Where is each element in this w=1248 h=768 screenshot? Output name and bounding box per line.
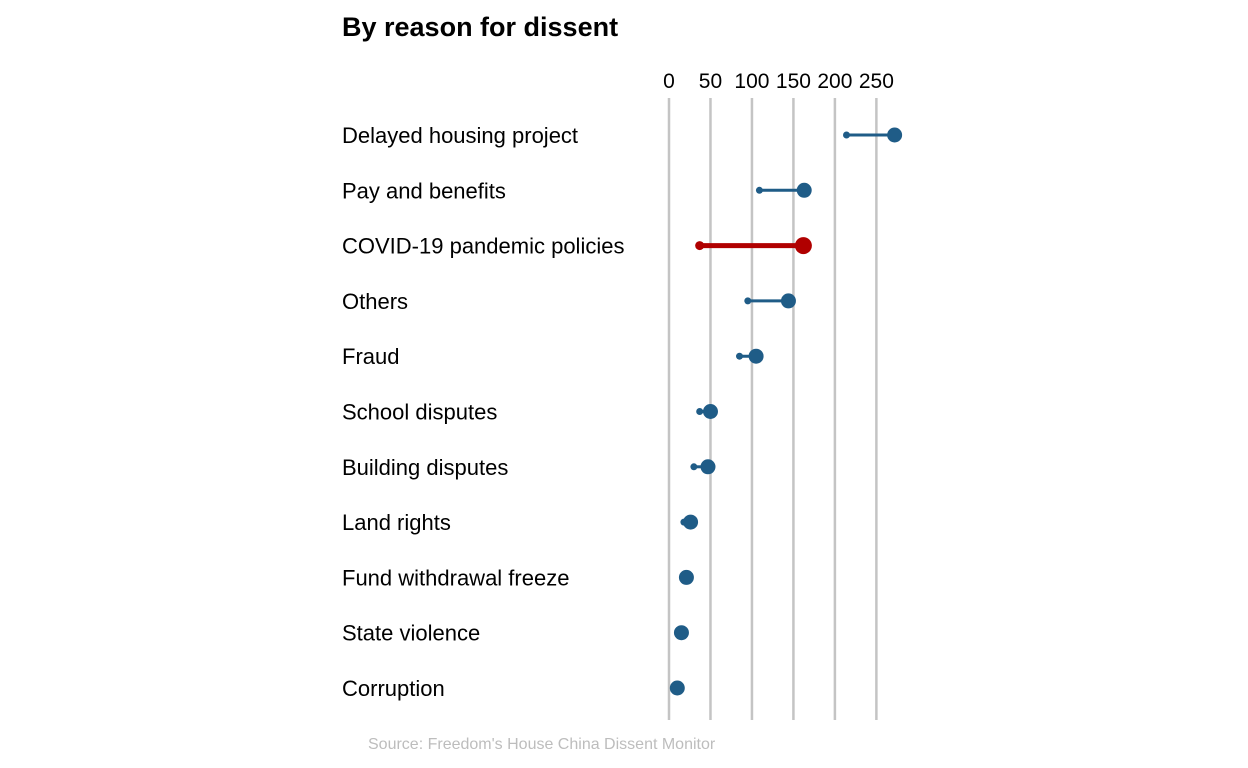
chart-title: By reason for dissent bbox=[342, 12, 618, 42]
category-label: Pay and benefits bbox=[342, 178, 506, 203]
small-point bbox=[744, 297, 752, 305]
large-point bbox=[700, 459, 716, 475]
x-tick-label: 50 bbox=[699, 70, 722, 93]
source-note: Source: Freedom's House China Dissent Mo… bbox=[368, 736, 716, 753]
large-point bbox=[748, 348, 764, 364]
x-tick-label: 100 bbox=[734, 70, 769, 93]
category-label: Corruption bbox=[342, 676, 445, 701]
category-label: Land rights bbox=[342, 510, 451, 535]
small-point bbox=[755, 186, 763, 194]
small-point bbox=[843, 131, 851, 139]
large-point bbox=[780, 293, 796, 309]
x-tick-label: 250 bbox=[859, 70, 894, 93]
large-point bbox=[796, 182, 812, 198]
large-point bbox=[702, 404, 718, 419]
category-label: School disputes bbox=[342, 400, 497, 425]
small-point bbox=[736, 352, 744, 360]
category-label: Delayed housing project bbox=[342, 123, 578, 148]
category-label: Others bbox=[342, 289, 408, 314]
large-point bbox=[673, 625, 689, 641]
category-label: Building disputes bbox=[342, 455, 508, 480]
category-label: Fraud bbox=[342, 344, 399, 369]
small-point bbox=[690, 463, 698, 471]
x-tick-label: 0 bbox=[663, 70, 675, 93]
small-point bbox=[696, 408, 704, 415]
small-point bbox=[695, 241, 705, 251]
large-point bbox=[669, 680, 685, 696]
large-point bbox=[683, 514, 699, 530]
category-label: Fund withdrawal freeze bbox=[342, 565, 569, 590]
category-label: COVID-19 pandemic policies bbox=[342, 234, 624, 259]
x-tick-label: 150 bbox=[776, 70, 811, 93]
large-point bbox=[794, 237, 812, 255]
large-point bbox=[887, 127, 903, 143]
x-tick-label: 200 bbox=[817, 70, 852, 93]
category-label: State violence bbox=[342, 621, 480, 646]
large-point bbox=[678, 569, 694, 585]
